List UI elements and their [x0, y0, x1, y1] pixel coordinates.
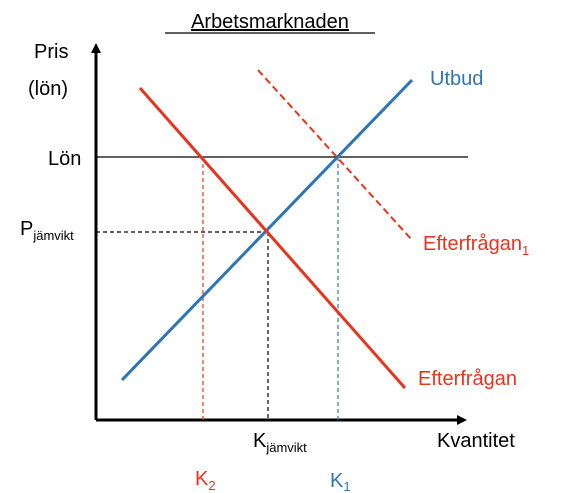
equilibrium-price-label: Pjämvikt	[20, 218, 74, 243]
wage-label: Lön	[48, 148, 81, 170]
title: Arbetsmarknaden	[191, 11, 349, 33]
demand-label: Efterfrågan	[418, 368, 517, 390]
label-sub: 2	[208, 478, 215, 493]
shifted-demand-label: Efterfrågan1	[423, 233, 529, 258]
shifted-demand-curve	[257, 69, 413, 241]
label-main: K	[330, 470, 344, 492]
supply-label: Utbud	[430, 68, 483, 90]
k2-label: K2	[195, 468, 216, 493]
k1-label: K1	[330, 470, 351, 493]
label-sub: 1	[522, 243, 529, 258]
label-sub: jämvikt	[265, 440, 307, 455]
equilibrium-quantity-label: Kjämvikt	[253, 430, 307, 455]
y-axis-label: Pris	[34, 41, 68, 63]
x-axis-label: Kvantitet	[437, 430, 515, 452]
label-main: K	[195, 468, 209, 490]
label-main: Efterfrågan	[423, 233, 522, 255]
label-sub: jämvikt	[32, 228, 74, 243]
label-main: P	[20, 218, 33, 240]
demand-curve	[138, 87, 407, 389]
y-axis-label: (lön)	[28, 78, 68, 100]
label-sub: 1	[343, 479, 350, 493]
label-main: K	[253, 430, 267, 452]
